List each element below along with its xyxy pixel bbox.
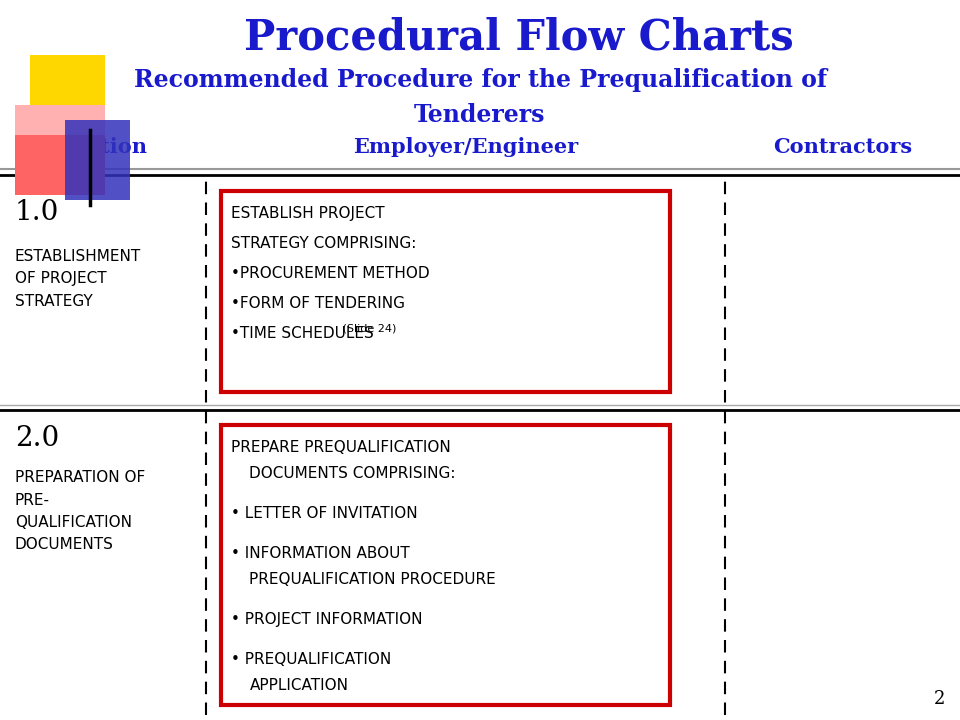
Bar [222, 426, 670, 705]
Text: • INFORMATION ABOUT: • INFORMATION ABOUT [231, 546, 410, 562]
Bar [222, 192, 670, 392]
Text: • LETTER OF INVITATION: • LETTER OF INVITATION [231, 506, 418, 521]
Text: Contractors: Contractors [773, 138, 912, 157]
Text: Section: Section [60, 138, 147, 157]
Bar [30, 55, 105, 175]
Text: PREPARATION OF
PRE-
QUALIFICATION
DOCUMENTS: PREPARATION OF PRE- QUALIFICATION DOCUME… [15, 470, 145, 552]
Text: ESTABLISH PROJECT: ESTABLISH PROJECT [231, 206, 385, 221]
Text: • PROJECT INFORMATION: • PROJECT INFORMATION [231, 613, 423, 627]
Text: 2.0: 2.0 [15, 426, 60, 452]
Text: PREQUALIFICATION PROCEDURE: PREQUALIFICATION PROCEDURE [250, 572, 496, 588]
Text: PREPARE PREQUALIFICATION: PREPARE PREQUALIFICATION [231, 441, 451, 455]
Bar [15, 135, 105, 195]
Text: • PREQUALIFICATION: • PREQUALIFICATION [231, 652, 392, 667]
Text: Tenderers: Tenderers [415, 103, 545, 127]
Text: 2: 2 [934, 690, 945, 708]
Text: •TIME SCHEDULES: •TIME SCHEDULES [231, 326, 374, 341]
Bar [15, 105, 105, 195]
Text: •FORM OF TENDERING: •FORM OF TENDERING [231, 296, 405, 311]
Text: Procedural Flow Charts: Procedural Flow Charts [244, 17, 793, 59]
Bar [65, 120, 130, 200]
Text: (Slide 24): (Slide 24) [340, 323, 396, 333]
Text: Employer/Engineer: Employer/Engineer [353, 138, 578, 157]
Text: •PROCUREMENT METHOD: •PROCUREMENT METHOD [231, 266, 430, 282]
Text: Recommended Procedure for the Prequalification of: Recommended Procedure for the Prequalifi… [133, 68, 827, 92]
Text: 1.0: 1.0 [15, 199, 60, 226]
Text: STRATEGY COMPRISING:: STRATEGY COMPRISING: [231, 236, 417, 251]
Text: APPLICATION: APPLICATION [250, 678, 348, 693]
Text: DOCUMENTS COMPRISING:: DOCUMENTS COMPRISING: [250, 467, 456, 482]
Text: ESTABLISHMENT
OF PROJECT
STRATEGY: ESTABLISHMENT OF PROJECT STRATEGY [15, 249, 141, 309]
